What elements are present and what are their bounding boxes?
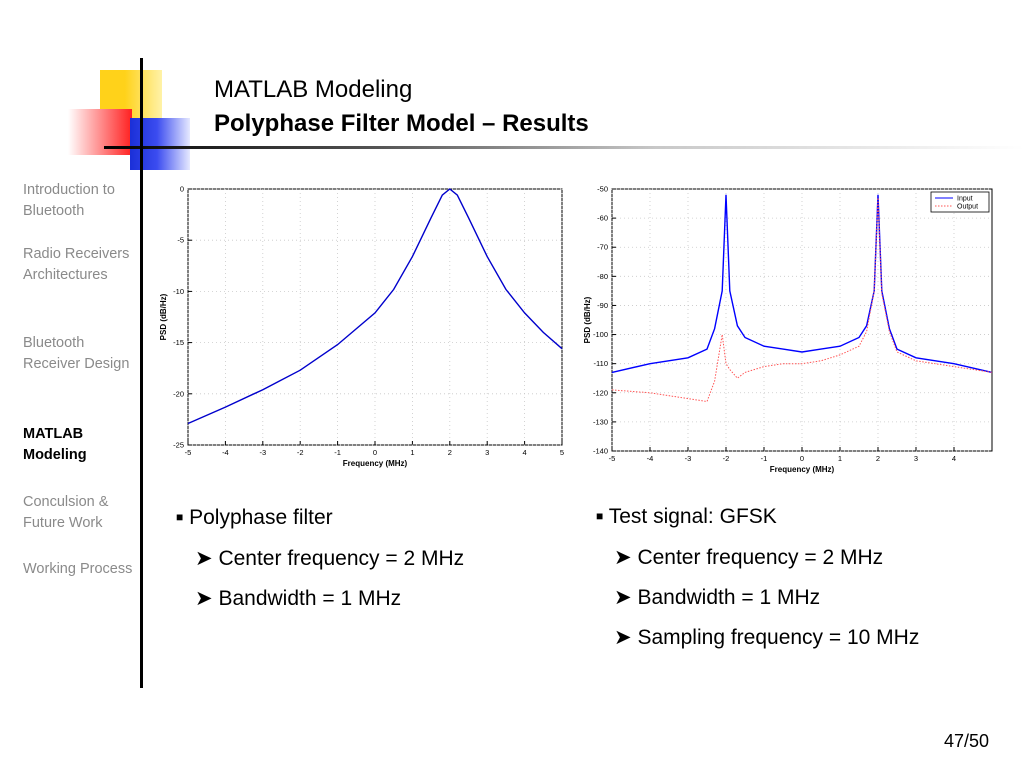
x-tick-label: 0: [373, 448, 377, 457]
y-tick-label: -100: [593, 330, 608, 339]
y-tick-label: -130: [593, 417, 608, 426]
plot-frame: [611, 188, 993, 452]
bullet-polyphase: ■ Polyphase filter: [176, 506, 333, 529]
series-line-0: [187, 188, 563, 425]
x-tick-label: 1: [838, 454, 842, 463]
y-tick-label: -120: [593, 388, 608, 397]
x-axis-label: Frequency (MHz): [770, 465, 835, 474]
y-axis-label: PSD (dB/Hz): [159, 293, 168, 340]
x-tick-label: 2: [448, 448, 452, 457]
arrow-bullet-icon: ➤: [195, 547, 213, 570]
arrow-bullet-icon: ➤: [614, 546, 632, 569]
x-tick-label: -3: [685, 454, 692, 463]
square-bullet-icon: ■: [176, 510, 184, 524]
x-tick-label: 0: [800, 454, 804, 463]
y-tick-label: -140: [593, 447, 608, 456]
sub-bullet: ➤ Bandwidth = 1 MHz: [195, 587, 402, 610]
slide-title: Polyphase Filter Model – Results: [214, 110, 589, 137]
y-tick-label: -5: [177, 236, 184, 245]
gfsk-psd-chart: -5 -4 -3 -2 -1 0 1 2 3 4 -50 -60 -70 -80 -90 -100 -110 -1…: [583, 185, 993, 474]
y-tick-label: -60: [597, 214, 608, 223]
x-tick-label: -4: [222, 448, 229, 457]
bullet-test-signal: ■ Test signal: GFSK: [596, 505, 777, 528]
y-tick-label: 0: [180, 185, 184, 194]
page-number: 47/50: [944, 731, 990, 751]
y-tick-label: -110: [594, 359, 608, 368]
x-tick-label: -4: [647, 454, 654, 463]
x-tick-label: 4: [523, 448, 527, 457]
legend-label: Input: [957, 196, 973, 203]
y-tick-label: -15: [173, 338, 184, 347]
sidebar-item-radio-receivers[interactable]: Radio Receivers Architectures: [23, 246, 130, 283]
sub-bullet: ➤ Sampling frequency = 10 MHz: [614, 626, 920, 649]
y-tick-label: -25: [173, 441, 184, 450]
y-tick-label: -20: [173, 389, 184, 398]
x-tick-label: -2: [723, 454, 730, 463]
series-line-output: [611, 197, 993, 403]
logo-blue-square: [130, 118, 190, 170]
legend-box: [930, 191, 990, 213]
x-tick-label: -5: [185, 448, 192, 457]
y-tick-label: -70: [597, 243, 608, 252]
series-line-input: [611, 194, 993, 374]
sidebar-divider: [140, 58, 143, 688]
y-tick-label: -50: [597, 185, 608, 194]
y-axis-label: PSD (dB/Hz): [583, 296, 592, 343]
x-tick-label: -1: [761, 454, 768, 463]
x-tick-label: 3: [485, 448, 489, 457]
sidebar-item-matlab-modeling[interactable]: MATLAB Modeling: [23, 426, 87, 463]
x-tick-label: 4: [952, 454, 956, 463]
x-tick-label: -5: [609, 454, 616, 463]
x-tick-label: -1: [334, 448, 341, 457]
legend-label: Output: [957, 204, 978, 211]
slide-section-title: MATLAB Modeling: [214, 76, 413, 103]
sidebar-item-conclusion[interactable]: Conculsion & Future Work: [23, 494, 109, 531]
arrow-bullet-icon: ➤: [614, 586, 632, 609]
sidebar-item-introduction[interactable]: Introduction to Bluetooth: [23, 182, 115, 219]
title-underline: [104, 146, 1024, 149]
arrow-bullet-icon: ➤: [195, 587, 213, 610]
y-tick-label: -10: [173, 287, 184, 296]
x-tick-label: -3: [259, 448, 266, 457]
x-axis-label: Frequency (MHz): [343, 459, 408, 468]
sidebar-item-working-process[interactable]: Working Process: [23, 561, 133, 577]
sidebar-item-receiver-design[interactable]: Bluetooth Receiver Design: [23, 335, 130, 372]
square-bullet-icon: ■: [596, 509, 604, 523]
x-tick-label: 2: [876, 454, 880, 463]
x-tick-label: -2: [297, 448, 304, 457]
y-tick-label: -80: [597, 272, 608, 281]
x-tick-label: 5: [560, 448, 564, 457]
sub-bullet: ➤ Bandwidth = 1 MHz: [614, 586, 821, 609]
sub-bullet: ➤ Center frequency = 2 MHz: [195, 547, 465, 570]
x-tick-label: 1: [410, 448, 414, 457]
x-tick-label: 3: [914, 454, 918, 463]
sub-bullet: ➤ Center frequency = 2 MHz: [614, 546, 884, 569]
arrow-bullet-icon: ➤: [614, 626, 632, 649]
filter-response-chart: -5 -4 -3 -2 -1 0 1 2 3 4 50-5-10-15-20-25Frequency…: [159, 185, 564, 469]
y-tick-label: -90: [597, 301, 608, 310]
